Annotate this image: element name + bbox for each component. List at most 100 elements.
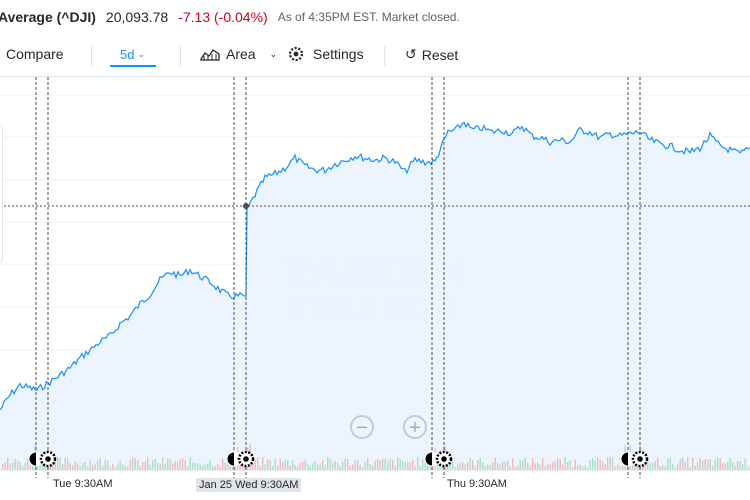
volume-bar	[652, 462, 654, 470]
volume-bar	[469, 457, 471, 470]
volume-bar	[154, 459, 156, 470]
volume-bar	[457, 464, 459, 470]
volume-bar	[409, 462, 411, 470]
volume-bar	[347, 459, 349, 470]
volume-bar	[97, 460, 99, 470]
volume-bar	[524, 457, 526, 470]
volume-bar	[319, 463, 321, 470]
volume-bar	[422, 459, 424, 470]
volume-bar	[292, 460, 294, 470]
volume-bar	[477, 460, 479, 470]
volume-bar	[164, 463, 166, 470]
volume-bar	[602, 461, 604, 470]
volume-bar	[557, 458, 559, 470]
range-selector[interactable]: 5d ⌄	[120, 47, 145, 62]
volume-bar	[289, 465, 291, 470]
volume-bar	[202, 465, 204, 470]
volume-bar	[337, 462, 339, 470]
x-axis-label: Thu 9:30AM	[447, 478, 507, 490]
volume-bar	[144, 461, 146, 470]
reset-button[interactable]: ↺ Reset	[405, 46, 458, 63]
volume-bar	[704, 459, 706, 470]
event-marker-center	[45, 456, 51, 462]
volume-bar	[747, 466, 749, 470]
volume-bar	[509, 466, 511, 470]
volume-bar	[184, 460, 186, 470]
volume-bar	[494, 457, 496, 470]
volume-bar	[172, 463, 174, 470]
volume-bar	[192, 462, 194, 470]
compare-button[interactable]: Compare	[6, 46, 64, 62]
volume-bar	[739, 461, 741, 470]
volume-bar	[604, 464, 606, 470]
volume-bar	[377, 459, 379, 470]
volume-bar	[659, 466, 661, 470]
volume-bar	[534, 463, 536, 470]
volume-bar	[577, 465, 579, 470]
volume-bar	[54, 459, 56, 470]
volume-bar	[277, 465, 279, 470]
volume-bar	[22, 465, 24, 470]
volume-bar	[484, 465, 486, 470]
volume-bar	[302, 461, 304, 470]
volume-bar	[12, 462, 14, 470]
volume-bar	[714, 459, 716, 470]
volume-bar	[109, 466, 111, 470]
market-status: As of 4:35PM EST. Market closed.	[277, 10, 460, 24]
volume-bar	[622, 465, 624, 470]
chevron-down-icon: ⌄	[137, 49, 146, 59]
volume-bar	[274, 459, 276, 470]
volume-bar	[649, 463, 651, 470]
side-panel-handle[interactable]	[0, 125, 3, 262]
volume-bar	[677, 464, 679, 470]
settings-button[interactable]: Settings	[288, 46, 364, 62]
volume-bar	[412, 459, 414, 470]
volume-bar	[24, 462, 26, 470]
volume-bar	[537, 462, 539, 470]
volume-bar	[479, 457, 481, 470]
event-marker-center	[243, 456, 249, 462]
volume-bar	[717, 457, 719, 470]
volume-bar	[657, 457, 659, 470]
volume-bar	[349, 466, 351, 470]
volume-bar	[159, 463, 161, 470]
volume-bar	[554, 461, 556, 470]
volume-bar	[189, 457, 191, 470]
volume-bar	[94, 464, 96, 470]
volume-bar	[327, 457, 329, 470]
quote-header: Average (^DJI) 20,093.78 -7.13 (-0.04%) …	[0, 0, 750, 34]
volume-bar	[117, 464, 119, 470]
volume-bar	[324, 464, 326, 470]
volume-bar	[17, 460, 19, 470]
volume-bar	[269, 460, 271, 470]
volume-bar	[707, 459, 709, 470]
volume-bar	[147, 457, 149, 470]
volume-bar	[304, 459, 306, 470]
volume-bar	[142, 461, 144, 470]
volume-bar	[362, 466, 364, 470]
volume-bar	[529, 465, 531, 470]
volume-bar	[187, 466, 189, 470]
volume-bar	[389, 458, 391, 470]
volume-bar	[719, 457, 721, 470]
volume-bar	[519, 460, 521, 470]
volume-bar	[32, 465, 34, 470]
volume-bar	[579, 464, 581, 470]
volume-bar	[527, 462, 529, 470]
index-change: -7.13 (-0.04%)	[178, 9, 268, 25]
volume-bar	[542, 458, 544, 470]
zoom-out-button[interactable]: −	[350, 415, 374, 439]
volume-bar	[682, 457, 684, 470]
volume-bar	[487, 464, 489, 470]
zoom-in-button[interactable]: +	[403, 415, 427, 439]
volume-bar	[137, 459, 139, 470]
volume-bar	[267, 459, 269, 470]
volume-bar	[679, 458, 681, 470]
volume-bar	[594, 460, 596, 470]
chart-type-selector[interactable]: Area ⌄	[200, 46, 277, 62]
volume-bar	[209, 460, 211, 470]
volume-bar	[59, 457, 61, 470]
volume-bar	[712, 465, 714, 470]
volume-bar	[474, 466, 476, 470]
